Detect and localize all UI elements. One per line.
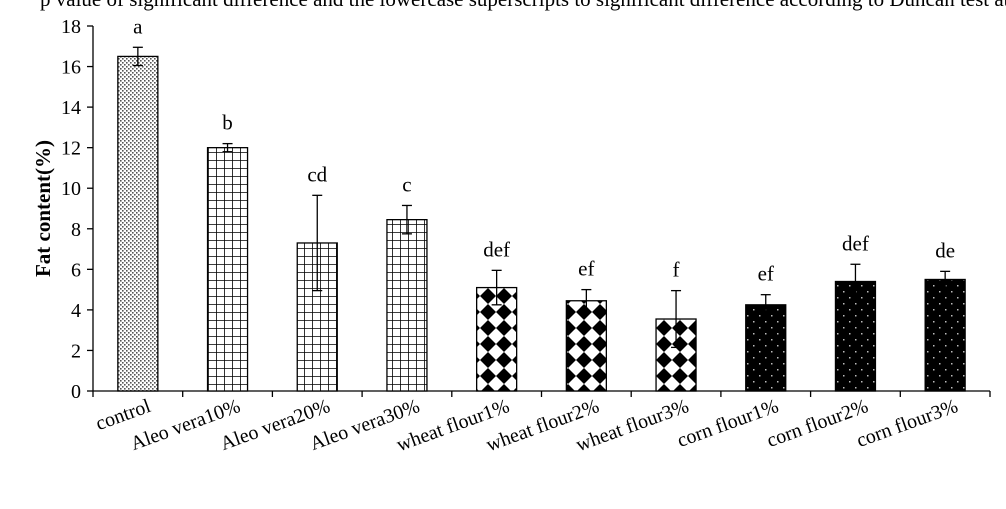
y-tick-label: 0 [71,381,81,403]
significance-label: b [222,111,233,135]
bar-9 [834,280,877,392]
y-tick-label: 6 [71,259,81,281]
significance-label: de [935,238,955,262]
y-axis-title: Fat content(%) [31,140,55,277]
y-tick-label: 2 [71,340,81,362]
y-tick-label: 8 [71,219,81,241]
x-category-label: corn flour2% [764,395,871,452]
header-caption: p value of significant difference and th… [40,0,1006,11]
bar-1 [117,55,159,392]
bar-6 [565,300,607,392]
significance-label: cd [307,162,327,186]
bar-10 [924,278,966,392]
y-tick-label: 14 [61,97,81,119]
significance-label: def [842,231,869,255]
y-tick-label: 10 [61,178,81,200]
y-tick-label: 4 [71,300,81,322]
x-category-label: corn flour1% [674,395,781,452]
bar-2 [206,147,249,392]
bar-4 [386,219,428,392]
significance-label: c [402,172,411,196]
y-tick-label: 12 [61,138,81,160]
y-tick-label: 18 [61,16,81,38]
significance-label: f [673,258,680,282]
significance-label: ef [578,257,594,281]
x-category-label: corn flour3% [854,395,961,452]
bar-8 [745,304,787,392]
significance-label: def [483,237,510,261]
y-tick-label: 16 [61,57,81,79]
significance-label: ef [758,262,774,286]
significance-label: a [133,14,143,38]
